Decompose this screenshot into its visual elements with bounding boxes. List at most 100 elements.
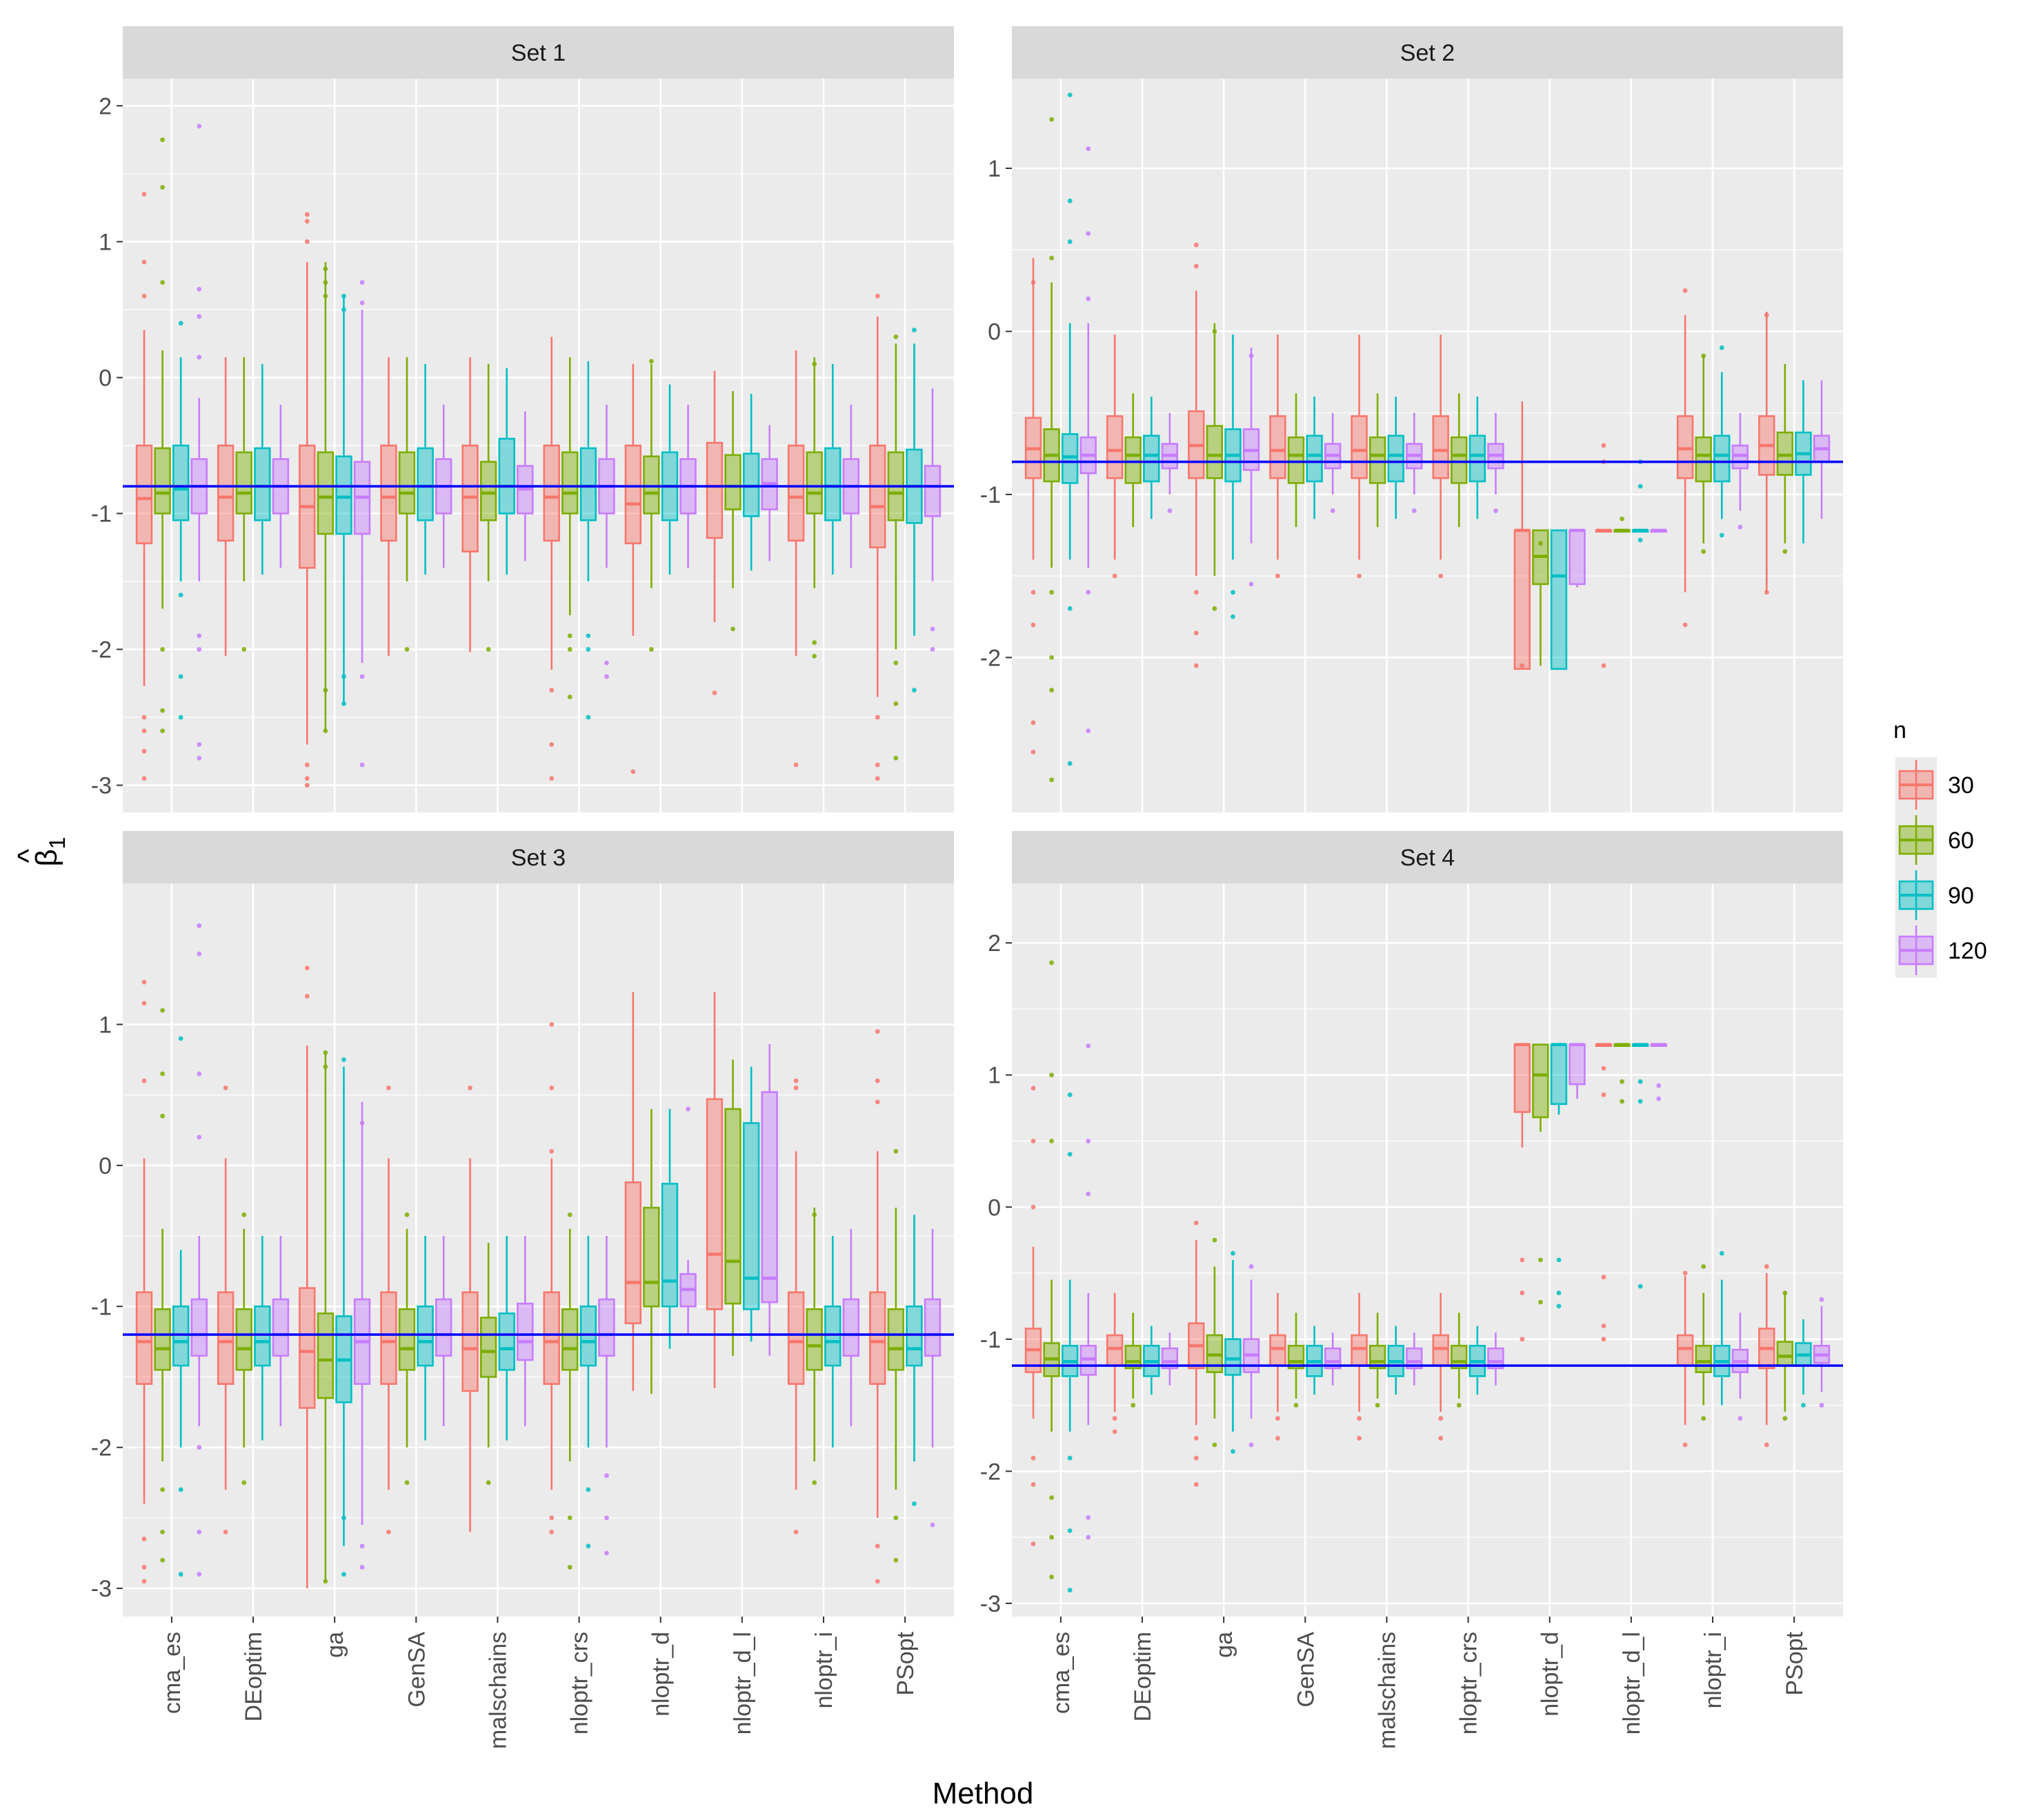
box-body bbox=[1513, 1043, 1531, 1113]
box-nloptr_crs-n60 bbox=[1451, 1312, 1468, 1408]
box-malschains-n90 bbox=[498, 1236, 515, 1441]
outlier-point bbox=[1193, 1455, 1199, 1461]
outlier-point bbox=[1231, 614, 1235, 619]
outlier-point bbox=[630, 769, 636, 774]
outlier-point bbox=[323, 1050, 328, 1055]
box-body bbox=[1513, 529, 1531, 670]
panel-strip-title: Set 3 bbox=[511, 845, 566, 871]
box-body bbox=[1550, 529, 1568, 670]
box-body bbox=[172, 444, 190, 521]
x-tick-label: ga bbox=[322, 1632, 348, 1658]
box-body bbox=[299, 1287, 316, 1409]
outlier-point bbox=[359, 762, 365, 768]
legend: n 30 60 90 120 bbox=[1893, 717, 1987, 978]
outlier-point bbox=[604, 1473, 609, 1478]
outlier-point bbox=[1086, 296, 1091, 301]
outlier-point bbox=[197, 647, 202, 652]
box-body bbox=[1269, 1334, 1286, 1367]
box-nloptr_i-n90 bbox=[1713, 345, 1731, 538]
outlier-point bbox=[1031, 280, 1036, 285]
outlier-point bbox=[1493, 508, 1498, 513]
box-body bbox=[254, 1305, 271, 1367]
outlier-point bbox=[1031, 1204, 1036, 1210]
x-tick-label: nloptr_d bbox=[1537, 1632, 1564, 1717]
box-ga-n120 bbox=[1242, 348, 1260, 587]
box-DEoptim-n60 bbox=[235, 357, 252, 652]
box-body bbox=[1287, 436, 1305, 484]
box-GenSA-n90 bbox=[1306, 1326, 1323, 1395]
box-nloptr_d_l-n60 bbox=[724, 1059, 741, 1356]
box-ga-n30 bbox=[299, 212, 316, 788]
outlier-point bbox=[160, 280, 165, 285]
outlier-point bbox=[323, 280, 328, 285]
box-nloptr_d-n120 bbox=[1569, 1043, 1586, 1099]
box-cma_es-n60 bbox=[1043, 960, 1060, 1579]
panel-background bbox=[123, 883, 954, 1617]
outlier-point bbox=[1231, 1449, 1235, 1454]
y-tick-label: 0 bbox=[99, 1153, 112, 1179]
box-body bbox=[1368, 436, 1386, 484]
legend-label: 60 bbox=[1948, 828, 1974, 854]
panel-strip-title: Set 4 bbox=[1400, 845, 1455, 871]
outlier-point bbox=[1049, 777, 1054, 783]
outlier-point bbox=[341, 674, 346, 679]
y-tick-label: 0 bbox=[99, 365, 112, 391]
outlier-point bbox=[160, 708, 165, 713]
panel-2: Set 2 -2 -1 0 1 bbox=[980, 26, 1843, 812]
box-ga-n90 bbox=[335, 293, 352, 706]
outlier-point bbox=[1067, 198, 1073, 203]
box-ga-n120 bbox=[353, 1101, 371, 1570]
box-body bbox=[787, 1291, 805, 1386]
outlier-point bbox=[1801, 1403, 1806, 1408]
box-PSopt-n90 bbox=[1795, 1319, 1812, 1408]
outlier-point bbox=[178, 1487, 183, 1492]
y-axis-title-symbol: β bbox=[30, 849, 63, 866]
outlier-point bbox=[893, 755, 899, 761]
outlier-point bbox=[1738, 524, 1743, 530]
outlier-point bbox=[141, 1579, 147, 1584]
outlier-point bbox=[160, 1557, 165, 1563]
outlier-point bbox=[323, 293, 328, 299]
outlier-point bbox=[549, 688, 555, 693]
outlier-point bbox=[712, 690, 717, 696]
y-tick-label: -1 bbox=[980, 482, 1001, 508]
box-body bbox=[1731, 444, 1749, 470]
outlier-point bbox=[1637, 483, 1643, 489]
outlier-point bbox=[197, 1445, 202, 1450]
outlier-point bbox=[912, 688, 917, 693]
box-body bbox=[317, 451, 335, 535]
box-PSopt-n30 bbox=[869, 293, 886, 781]
outlier-point bbox=[1819, 1297, 1824, 1302]
box-body bbox=[154, 447, 171, 514]
panel-strip-title: Set 2 bbox=[1400, 40, 1455, 66]
box-body bbox=[498, 1312, 515, 1371]
box-body bbox=[254, 447, 271, 521]
box-body bbox=[135, 444, 153, 545]
outlier-point bbox=[160, 1487, 165, 1492]
outlier-point bbox=[893, 1149, 899, 1154]
box-body bbox=[235, 451, 252, 514]
outlier-point bbox=[586, 714, 591, 720]
outlier-point bbox=[1193, 663, 1199, 668]
outlier-point bbox=[323, 1579, 328, 1584]
box-body bbox=[398, 451, 416, 514]
box-cma_es-n120 bbox=[1079, 146, 1097, 734]
outlier-point bbox=[341, 701, 346, 706]
y-tick-label: -2 bbox=[91, 637, 112, 663]
outlier-point bbox=[1620, 1079, 1624, 1084]
box-malschains-n120 bbox=[517, 411, 534, 561]
box-body bbox=[824, 1305, 842, 1367]
outlier-point bbox=[1293, 1403, 1299, 1408]
outlier-point bbox=[141, 293, 147, 299]
outlier-point bbox=[1248, 1264, 1254, 1269]
outlier-point bbox=[197, 123, 202, 129]
outlier-point bbox=[875, 1579, 880, 1584]
y-tick-label: 1 bbox=[988, 156, 1001, 182]
box-nloptr_d-n90 bbox=[1550, 529, 1568, 670]
box-body bbox=[1324, 1347, 1342, 1370]
x-tick-label: GenSA bbox=[1293, 1632, 1319, 1708]
outlier-point bbox=[223, 1086, 228, 1090]
outlier-point bbox=[341, 1572, 346, 1577]
panel-strip bbox=[123, 831, 954, 883]
box-body bbox=[579, 447, 597, 521]
